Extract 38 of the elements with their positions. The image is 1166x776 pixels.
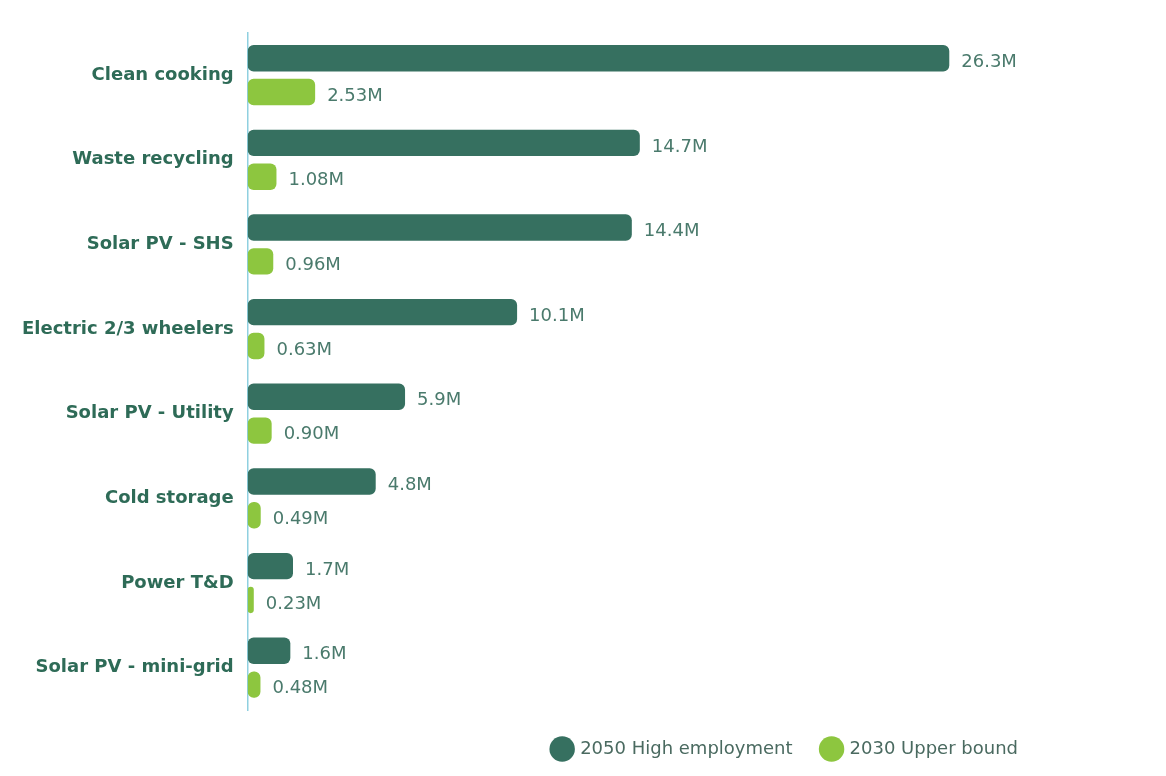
bar xyxy=(247,417,272,444)
y-tick-label: Power T&D xyxy=(121,570,234,592)
data-label: 14.4M xyxy=(643,219,700,241)
bar xyxy=(247,383,406,410)
data-label: 1.7M xyxy=(305,557,350,579)
data-label: 2.53M xyxy=(327,83,383,105)
bar xyxy=(247,637,291,664)
data-label: 4.8M xyxy=(387,473,432,495)
legend-label: 2030 Upper bound xyxy=(849,736,1018,758)
data-label: 0.48M xyxy=(272,676,329,698)
data-label: 1.6M xyxy=(302,642,347,664)
bar xyxy=(247,129,640,157)
y-tick-label: Waste recycling xyxy=(72,147,234,169)
data-label: 0.96M xyxy=(285,253,341,275)
bar xyxy=(247,44,950,72)
y-tick-label: Solar PV - Utility xyxy=(65,401,234,423)
bar xyxy=(247,214,632,241)
bar xyxy=(247,78,316,106)
data-label: 14.7M xyxy=(651,134,708,156)
bar xyxy=(247,552,293,580)
bar xyxy=(247,468,376,495)
data-label: 5.9M xyxy=(417,388,462,410)
data-label: 0.63M xyxy=(276,337,333,359)
y-tick-label: Solar PV - SHS xyxy=(86,232,234,254)
bar xyxy=(247,298,518,326)
data-label: 1.08M xyxy=(288,168,345,190)
data-label: 26.3M xyxy=(961,49,1017,71)
legend-label: 2050 High employment xyxy=(580,736,793,758)
bar xyxy=(247,248,274,275)
y-tick-label: Electric 2/3 wheelers xyxy=(21,316,234,338)
bar xyxy=(247,163,277,190)
data-label: 10.1M xyxy=(529,303,585,325)
y-tick-label: Solar PV - mini-grid xyxy=(35,655,234,677)
data-label: 0.90M xyxy=(283,422,340,444)
data-label: 0.23M xyxy=(265,591,322,613)
data-label: 0.49M xyxy=(272,506,329,528)
y-tick-label: Cold storage xyxy=(104,486,234,508)
y-tick-label: Clean cooking xyxy=(91,62,234,84)
